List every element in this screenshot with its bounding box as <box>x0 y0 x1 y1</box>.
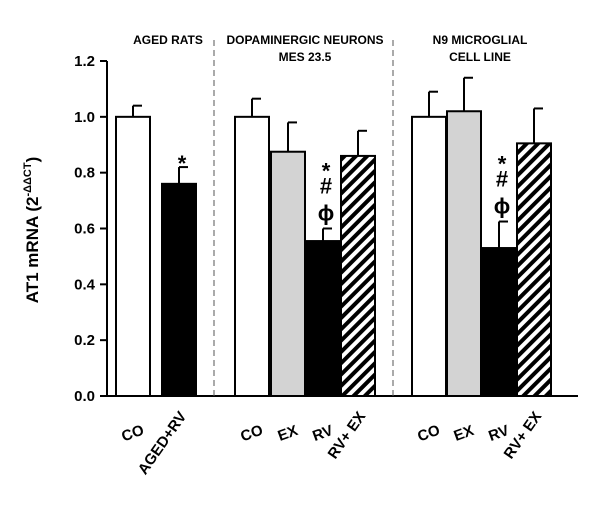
bar <box>305 240 341 397</box>
category-label: RV <box>486 422 511 445</box>
significance-marker: # <box>320 174 332 199</box>
significance-marker: * <box>178 151 187 176</box>
y-tick-label: 0.0 <box>74 388 95 405</box>
panel-title: DOPAMINERGIC NEURONS <box>226 33 383 47</box>
significance-marker: ϕ <box>318 201 335 226</box>
bar <box>446 110 482 397</box>
category-label: EX <box>276 422 301 445</box>
bar <box>516 142 552 397</box>
bar <box>115 115 151 397</box>
y-axis-label: AT1 mRNA (2-ΔΔCT) <box>22 157 42 304</box>
significance-marker: * <box>322 159 331 184</box>
bar <box>340 154 376 397</box>
panel-title: N9 MICROGLIAL <box>433 33 528 47</box>
category-label: EX <box>452 422 477 445</box>
bar <box>411 115 447 397</box>
panel-title: CELL LINE <box>449 50 511 64</box>
y-tick-label: 0.2 <box>74 332 95 349</box>
y-tick-label: 0.4 <box>74 276 96 293</box>
y-tick-label: 1.2 <box>74 53 95 70</box>
y-tick-label: 1.0 <box>74 109 95 126</box>
bar <box>161 182 197 397</box>
bar <box>270 150 306 397</box>
bar <box>234 115 270 397</box>
category-label: RV <box>310 422 335 445</box>
significance-marker: # <box>496 167 508 192</box>
category-label: AGED+RV <box>135 409 191 478</box>
category-label: CO <box>238 422 265 446</box>
y-tick-label: 0.8 <box>74 165 95 182</box>
panel-title: MES 23.5 <box>279 50 332 64</box>
panel-title: AGED RATS <box>133 33 203 47</box>
y-tick-label: 0.6 <box>74 221 95 238</box>
category-label: CO <box>119 422 146 446</box>
bar <box>481 247 517 397</box>
category-label: CO <box>415 422 442 446</box>
significance-marker: ϕ <box>494 194 511 219</box>
significance-marker: * <box>498 152 507 177</box>
